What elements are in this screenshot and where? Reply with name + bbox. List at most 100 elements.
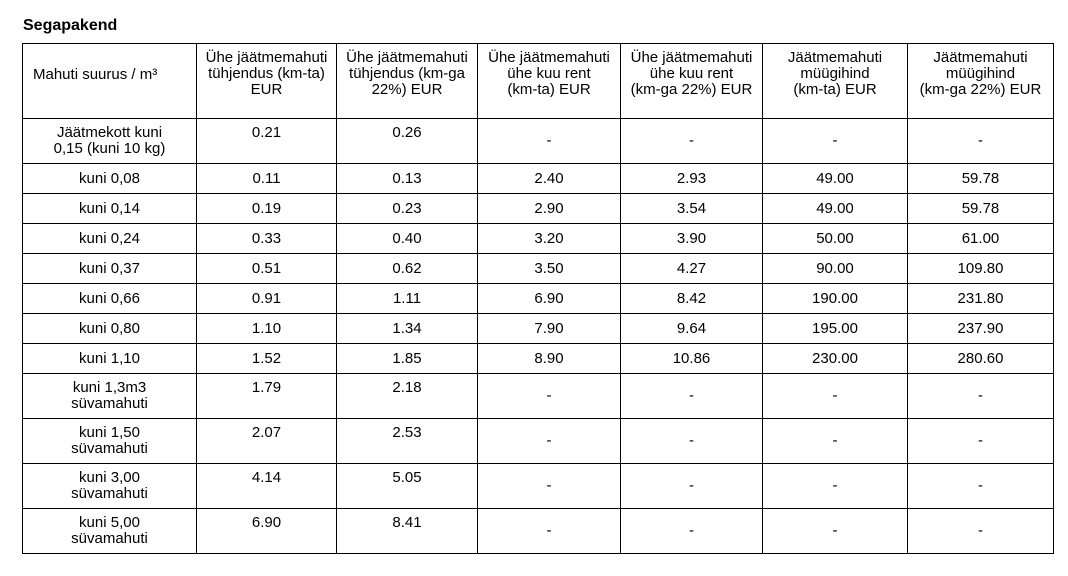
container-size-line: kuni 0,37 <box>79 259 140 277</box>
rent-price-inc-vat-cell: 3.90 <box>620 223 763 254</box>
emptying-price-inc-vat-cell: 0.23 <box>336 193 478 224</box>
container-size-line: kuni 1,50 <box>79 424 140 441</box>
emptying-price-ex-vat-cell: 0.11 <box>196 163 337 194</box>
table-row: kuni 0,37 0.51 0.62 3.50 4.27 90.00 109.80 <box>22 253 1054 284</box>
rent-price-inc-vat-cell: - <box>620 373 763 419</box>
container-size-cell: kuni 0,24 <box>22 223 197 254</box>
table-row: kuni 3,00 süvamahuti 4.14 5.05- - - - <box>22 463 1054 509</box>
sale-price-inc-vat-cell: 231.80 <box>907 283 1054 314</box>
column-header-line: (km-ta) EUR <box>507 81 591 98</box>
rent-price-ex-vat-cell: 3.20 <box>477 223 621 254</box>
container-size-line: süvamahuti <box>71 530 148 547</box>
column-header-line: 22%) EUR <box>371 81 443 98</box>
rent-price-inc-vat-cell: - <box>620 463 763 509</box>
column-header: Jäätmemahuti müügihind (km-ta) EUR <box>762 43 908 119</box>
column-header-line: (km-ta) EUR <box>793 81 877 98</box>
sale-price-ex-vat-cell: 90.00 <box>762 253 908 284</box>
table-row: kuni 0,66 0.91 1.11 6.90 8.42 190.00 231.80 <box>22 283 1054 314</box>
rent-price-ex-vat-cell: 2.90 <box>477 193 621 224</box>
page-title: Segapakend <box>23 17 118 34</box>
emptying-price-inc-vat-cell: 0.26 <box>336 118 478 164</box>
rent-price-ex-vat-cell: 8.90 <box>477 343 621 374</box>
column-header-line: Ühe jäätmemahuti <box>488 49 610 66</box>
rent-price-ex-vat-cell: - <box>477 118 621 164</box>
emptying-price-inc-vat-cell: 1.85 <box>336 343 478 374</box>
column-header-line: Ühe jäätmemahuti <box>630 49 753 66</box>
sale-price-inc-vat-cell: - <box>907 118 1054 164</box>
column-header-line: ühe kuu rent <box>507 65 591 82</box>
rent-price-inc-vat-cell: 3.54 <box>620 193 763 224</box>
column-header-line: ühe kuu rent <box>649 65 734 82</box>
emptying-price-ex-vat-cell: 0.21 <box>196 118 337 164</box>
column-header-line: (km-ga 22%) EUR <box>630 81 753 98</box>
emptying-price-inc-vat-cell: 1.11 <box>336 283 478 314</box>
table-body: Jäätmekott kuni 0,15 (kuni 10 kg) 0.21 0.26… <box>22 118 1054 554</box>
sale-price-inc-vat-cell: 59.78 <box>907 193 1054 224</box>
sale-price-inc-vat-cell: 61.00 <box>907 223 1054 254</box>
column-header-line: tühjendus (km-ga <box>349 65 465 82</box>
container-size-cell: kuni 0,66 <box>22 283 197 314</box>
container-size-cell: kuni 0,14 <box>22 193 197 224</box>
emptying-price-inc-vat-cell: 1.34 <box>336 313 478 344</box>
sale-price-inc-vat-cell: - <box>907 373 1054 419</box>
rent-price-inc-vat-cell: 4.27 <box>620 253 763 284</box>
container-size-cell: kuni 0,08 <box>22 163 197 194</box>
column-header: Ühe jäätmemahuti tühjendus (km-ga 22%) E… <box>336 43 478 119</box>
container-size-cell: kuni 0,37 <box>22 253 197 284</box>
emptying-price-ex-vat-cell: 1.79 <box>196 373 337 419</box>
container-size-line: kuni 0,80 <box>79 319 140 337</box>
column-header-line: EUR <box>250 81 283 98</box>
sale-price-ex-vat-cell: - <box>762 418 908 464</box>
rent-price-inc-vat-cell: - <box>620 118 763 164</box>
table-row: kuni 0,80 1.10 1.34 7.90 9.64 195.00 237.90 <box>22 313 1054 344</box>
container-size-cell: kuni 1,3m3 süvamahuti <box>22 373 197 419</box>
container-size-cell: kuni 5,00 süvamahuti <box>22 508 197 554</box>
sale-price-ex-vat-cell: 190.00 <box>762 283 908 314</box>
container-size-line: kuni 0,14 <box>79 199 140 217</box>
column-header-line: Jäätmemahuti <box>933 49 1028 66</box>
sale-price-ex-vat-cell: - <box>762 463 908 509</box>
container-size-line: 0,15 (kuni 10 kg) <box>53 140 166 157</box>
rent-price-ex-vat-cell: 3.50 <box>477 253 621 284</box>
container-size-cell: kuni 3,00 süvamahuti <box>22 463 197 509</box>
column-header-line: tühjendus (km-ta) <box>208 65 325 82</box>
rent-price-inc-vat-cell: 8.42 <box>620 283 763 314</box>
container-size-line: kuni 0,08 <box>79 169 140 187</box>
emptying-price-ex-vat-cell: 0.51 <box>196 253 337 284</box>
rent-price-inc-vat-cell: 9.64 <box>620 313 763 344</box>
table-header-row: Mahuti suurus / m³ Ühe jäätmemahuti tühj… <box>22 43 1054 119</box>
sale-price-inc-vat-cell: - <box>907 418 1054 464</box>
table-row: kuni 0,24 0.33 0.40 3.20 3.90 50.00 61.00 <box>22 223 1054 254</box>
column-header: Jäätmemahuti müügihind (km-ga 22%) EUR <box>907 43 1054 119</box>
container-size-line: süvamahuti <box>71 485 148 502</box>
emptying-price-inc-vat-cell: 2.18 <box>336 373 478 419</box>
sale-price-ex-vat-cell: - <box>762 373 908 419</box>
emptying-price-inc-vat-cell: 0.62 <box>336 253 478 284</box>
emptying-price-ex-vat-cell: 4.14 <box>196 463 337 509</box>
emptying-price-ex-vat-cell: 1.52 <box>196 343 337 374</box>
table-row: kuni 0,14 0.19 0.23 2.90 3.54 49.00 59.78 <box>22 193 1054 224</box>
emptying-price-inc-vat-cell: 2.53 <box>336 418 478 464</box>
rent-price-ex-vat-cell: 2.40 <box>477 163 621 194</box>
price-table: Mahuti suurus / m³ Ühe jäätmemahuti tühj… <box>22 43 1054 554</box>
container-size-line: kuni 5,00 <box>79 514 140 531</box>
sale-price-ex-vat-cell: 49.00 <box>762 193 908 224</box>
table-row: kuni 1,3m3 süvamahuti 1.79 2.18- - - - <box>22 373 1054 419</box>
sale-price-ex-vat-cell: - <box>762 508 908 554</box>
sale-price-inc-vat-cell: 237.90 <box>907 313 1054 344</box>
sale-price-inc-vat-cell: 280.60 <box>907 343 1054 374</box>
container-size-cell: kuni 1,10 <box>22 343 197 374</box>
emptying-price-ex-vat-cell: 6.90 <box>196 508 337 554</box>
emptying-price-ex-vat-cell: 0.19 <box>196 193 337 224</box>
column-header-line: Ühe jäätmemahuti <box>346 49 468 66</box>
sale-price-inc-vat-cell: 59.78 <box>907 163 1054 194</box>
table-row: kuni 5,00 süvamahuti 6.90 8.41- - - - <box>22 508 1054 554</box>
table-row: kuni 1,10 1.52 1.85 8.90 10.86 230.00 280.60 <box>22 343 1054 374</box>
rent-price-ex-vat-cell: - <box>477 373 621 419</box>
sale-price-ex-vat-cell: 195.00 <box>762 313 908 344</box>
emptying-price-ex-vat-cell: 2.07 <box>196 418 337 464</box>
rent-price-ex-vat-cell: - <box>477 463 621 509</box>
container-size-line: kuni 3,00 <box>79 469 140 486</box>
sale-price-ex-vat-cell: - <box>762 118 908 164</box>
container-size-cell: Jäätmekott kuni 0,15 (kuni 10 kg) <box>22 118 197 164</box>
